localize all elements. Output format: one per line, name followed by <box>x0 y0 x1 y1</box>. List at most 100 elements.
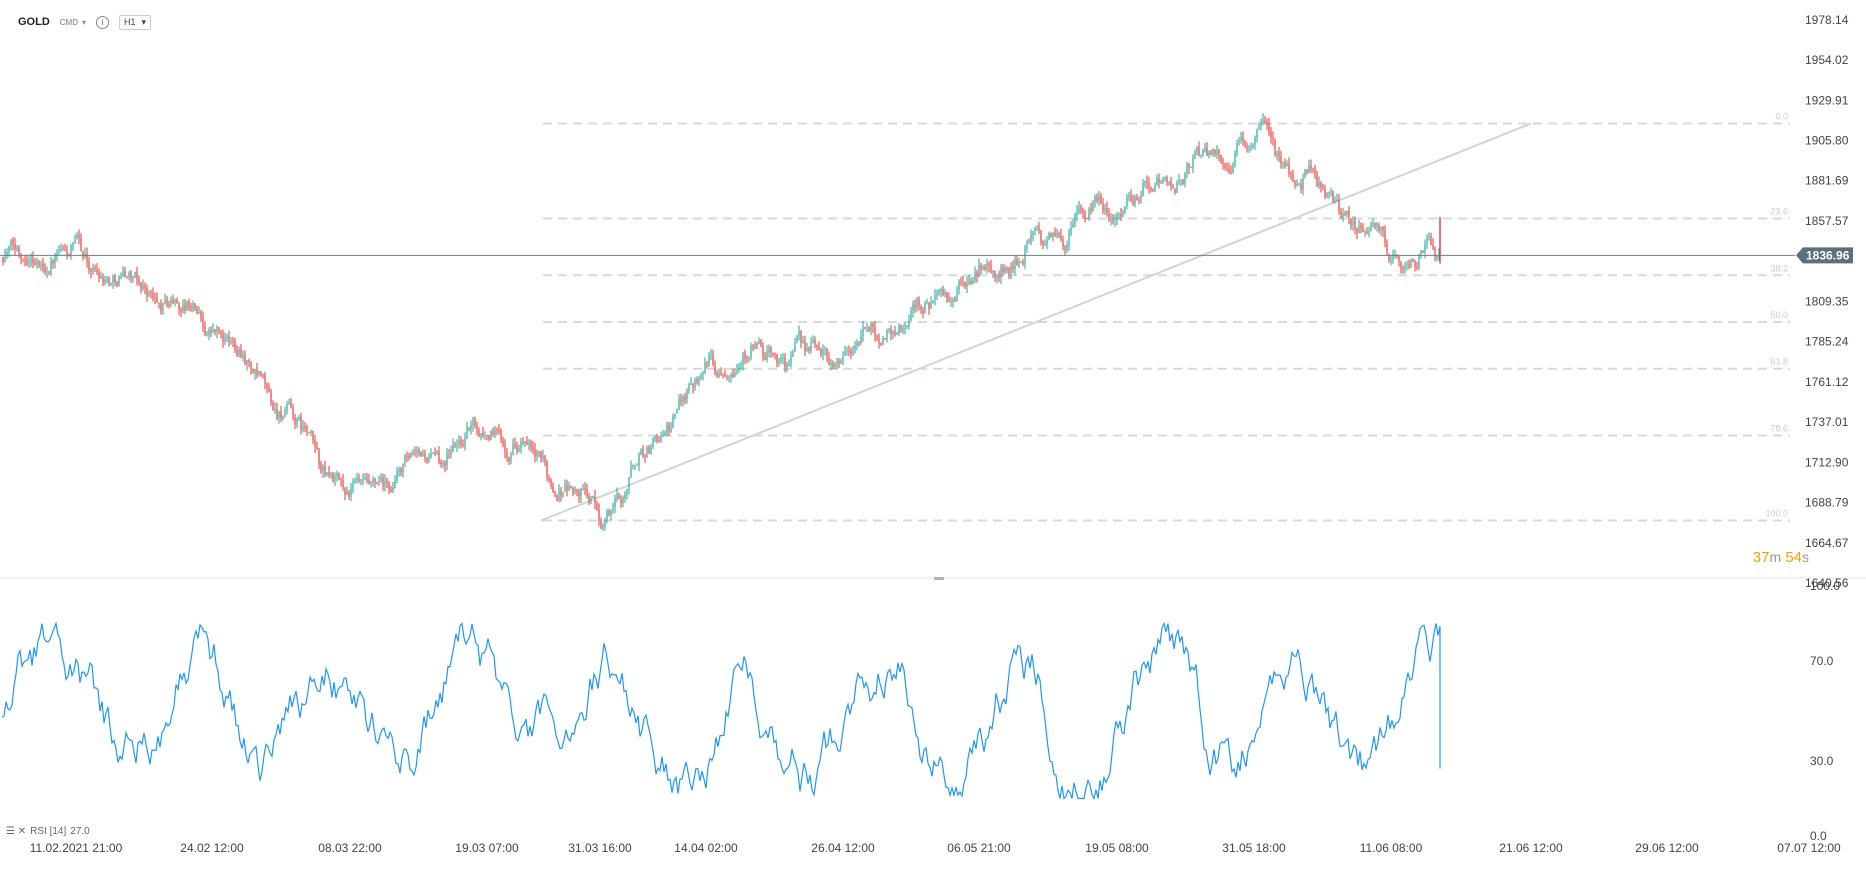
candle-body <box>616 493 618 500</box>
candle-body <box>40 264 42 266</box>
candle-body <box>520 442 522 448</box>
candle-body <box>728 376 730 378</box>
candle-body <box>640 448 642 455</box>
candle-body <box>434 452 436 455</box>
candle-body <box>1236 143 1238 154</box>
candle-body <box>6 251 8 255</box>
candle-body <box>352 483 354 489</box>
candle-body <box>238 349 240 355</box>
candle-body <box>1052 233 1054 237</box>
candle-body <box>100 277 102 279</box>
fibonacci-levels[interactable]: 0.0 23.6 38.2 50.0 61.8 78.6 100.0 <box>543 111 1790 522</box>
candle-body <box>88 261 90 270</box>
rsi-legend: ☰ ✕ RSI [14] 27.0 <box>6 826 90 837</box>
candle-body <box>252 369 254 374</box>
candle-body <box>1196 146 1198 153</box>
candle-body <box>158 302 160 304</box>
candle-body <box>36 261 38 264</box>
candle-body <box>1004 268 1006 273</box>
candle-body <box>328 472 330 475</box>
pane-resize-handle[interactable] <box>934 577 944 580</box>
candle-body <box>760 341 762 346</box>
candle-body <box>1138 200 1140 202</box>
candle-body <box>904 327 906 329</box>
info-icon[interactable]: i <box>96 15 110 29</box>
candle-body <box>398 468 400 473</box>
candle-body <box>494 429 496 436</box>
candle-body <box>1282 162 1284 164</box>
candle-body <box>428 456 430 461</box>
candle-body <box>588 495 590 500</box>
trendline[interactable] <box>540 122 1532 522</box>
candle-body <box>54 255 56 264</box>
candle-body <box>104 278 106 283</box>
time-tick-label: 11.02.2021 21:00 <box>30 841 123 855</box>
candle-body <box>1060 235 1062 241</box>
candle-body <box>1094 196 1096 203</box>
candle-body <box>348 491 350 497</box>
candle-body <box>1106 207 1108 214</box>
trendline-layer[interactable] <box>540 122 1532 522</box>
candle-body <box>686 391 688 400</box>
indicator-settings-icon[interactable]: ☰ ✕ <box>6 826 27 837</box>
candle-body <box>1416 266 1418 269</box>
candle-body <box>736 370 738 374</box>
candle-body <box>1380 226 1382 231</box>
candle-body <box>838 362 840 364</box>
candle-body <box>1044 244 1046 246</box>
candle-body <box>620 498 622 503</box>
rsi-legend-label[interactable]: RSI [14] <box>30 826 67 837</box>
candle-body <box>618 493 620 499</box>
chevron-down-icon[interactable]: ▾ <box>82 17 87 27</box>
symbol-label[interactable]: GOLD <box>18 16 50 28</box>
candle-body <box>928 302 930 309</box>
candle-body <box>544 455 546 462</box>
candle-body <box>1076 211 1078 215</box>
candle-body <box>472 418 474 426</box>
candle-body <box>1268 123 1270 131</box>
candle-body <box>612 507 614 510</box>
candle-body <box>546 461 548 477</box>
candle-body <box>834 363 836 368</box>
candle-body <box>572 487 574 494</box>
candle-body <box>124 270 126 277</box>
candle-body <box>1070 227 1072 234</box>
candle-body <box>282 415 284 420</box>
candle-body <box>220 331 222 333</box>
candle-body <box>1154 184 1156 191</box>
candle-body <box>560 490 562 496</box>
candle-body <box>354 479 356 484</box>
timeframe-select[interactable]: H1 ▾ <box>119 14 152 30</box>
candle-body <box>854 345 856 351</box>
candle-body <box>188 301 190 308</box>
candle-body <box>1090 208 1092 211</box>
candle-body <box>192 303 194 310</box>
candle-body <box>746 358 748 360</box>
rsi-tick-label: 0.0 <box>1810 829 1827 843</box>
candle-body <box>1362 228 1364 232</box>
candle-body <box>944 291 946 295</box>
price-tick-label: 1954.02 <box>1805 53 1849 67</box>
price-axis[interactable]: 1978.14 1954.02 1929.91 1905.80 1881.69 1857.… <box>1805 13 1849 590</box>
candle-body <box>32 257 34 264</box>
candle-body <box>1180 179 1182 181</box>
candle-body <box>708 354 710 364</box>
candle-body <box>744 353 746 359</box>
candle-body <box>1228 168 1230 172</box>
candle-body <box>774 353 776 355</box>
candle-body <box>852 350 854 355</box>
candle-body <box>1012 265 1014 269</box>
candle-body <box>824 348 826 350</box>
venue-label[interactable]: CMD <box>59 17 78 27</box>
candle-body <box>1244 141 1246 147</box>
candle-body <box>738 366 740 371</box>
candle-body <box>1034 227 1036 232</box>
candle-body <box>190 307 192 310</box>
candle-body <box>430 452 432 457</box>
time-tick-label: 24.02 12:00 <box>180 841 244 855</box>
candle-body <box>770 347 772 353</box>
candle-body <box>1290 173 1292 176</box>
time-axis[interactable]: 11.02.2021 21:00 24.02 12:00 08.03 22:00 19… <box>30 841 1841 855</box>
